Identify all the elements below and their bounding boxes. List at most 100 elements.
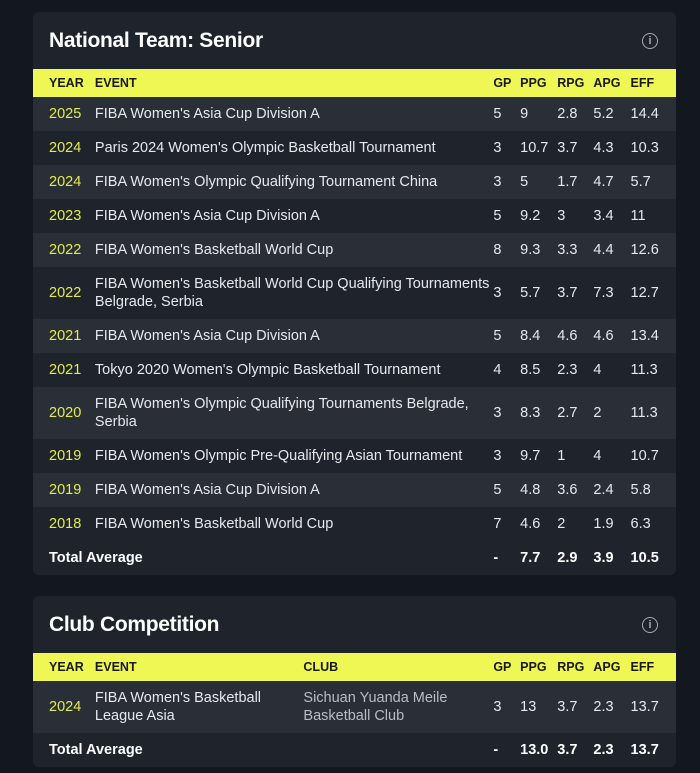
total-apg: 2.3 xyxy=(593,733,631,767)
cell-rpg: 1 xyxy=(557,448,566,464)
cell-gp: 5 xyxy=(493,482,502,498)
cell-eff: 11.3 xyxy=(630,405,658,421)
column-header-apg: APG xyxy=(593,653,631,681)
total-gp: - xyxy=(493,541,521,575)
table-row: 2022 FIBA Women's Basketball World Cup 8 9.… xyxy=(33,233,676,267)
info-icon[interactable]: i xyxy=(642,616,658,633)
column-header-gp: GP xyxy=(493,69,521,97)
total-rpg: 2.9 xyxy=(557,541,594,575)
cell-eff: 13.4 xyxy=(630,328,659,344)
table-row: 2018 FIBA Women's Basketball World Cup 7 4.… xyxy=(33,507,676,541)
cell-year: 2024 xyxy=(49,174,82,190)
info-icon[interactable]: i xyxy=(642,32,658,49)
cell-event: FIBA Women's Asia Cup Division A xyxy=(94,482,320,498)
cell-gp: 5 xyxy=(493,328,502,344)
table-row: 2021 Tokyo 2020 Women's Olympic Basketbal… xyxy=(33,353,676,387)
cell-gp: 3 xyxy=(493,140,502,156)
cell-apg: 7.3 xyxy=(593,285,614,301)
cell-rpg: 1.7 xyxy=(557,174,578,190)
cell-event: FIBA Women's Asia Cup Division A xyxy=(94,328,320,344)
cell-gp: 8 xyxy=(493,242,502,258)
cell-eff: 5.8 xyxy=(630,482,651,498)
cell-event: FIBA Women's Olympic Qualifying Tourname… xyxy=(94,396,469,430)
cell-ppg: 9 xyxy=(520,106,529,122)
cell-year: 2022 xyxy=(49,242,82,258)
cell-ppg: 4.6 xyxy=(520,516,541,532)
cell-year: 2025 xyxy=(49,106,82,122)
cell-rpg: 2.7 xyxy=(557,405,578,421)
cell-gp: 3 xyxy=(493,699,502,715)
cell-eff: 12.6 xyxy=(630,242,659,258)
table-row: 2025 FIBA Women's Asia Cup Division A 5 9 2.… xyxy=(33,97,676,131)
card-title: Club Competition xyxy=(49,612,220,636)
cell-rpg: 3.7 xyxy=(557,699,578,715)
cell-apg: 2.3 xyxy=(593,699,614,715)
cell-event: Tokyo 2020 Women's Olympic Basketball To… xyxy=(94,362,441,378)
cell-ppg: 5 xyxy=(520,174,529,190)
cell-eff: 10.7 xyxy=(630,448,659,464)
cell-ppg: 8.5 xyxy=(520,362,541,378)
column-header-ppg: PPG xyxy=(520,653,558,681)
cell-event: FIBA Women's Olympic Qualifying Tourname… xyxy=(94,174,438,190)
cell-event: Paris 2024 Women's Olympic Basketball To… xyxy=(94,140,436,156)
cell-rpg: 3.6 xyxy=(557,482,578,498)
table-row: 2022 FIBA Women's Basketball World Cup Qu… xyxy=(33,267,676,319)
cell-year: 2021 xyxy=(49,362,82,378)
total-eff: 10.5 xyxy=(630,541,676,575)
cell-gp: 5 xyxy=(493,208,502,224)
cell-event: FIBA Women's Asia Cup Division A xyxy=(94,106,320,122)
cell-apg: 4.7 xyxy=(593,174,614,190)
column-header-club: CLUB xyxy=(303,653,494,681)
national-stats-table: YEAR EVENT GP PPG RPG APG EFF 2025 FIBA Women's… xyxy=(33,69,676,575)
total-ppg: 7.7 xyxy=(520,541,558,575)
cell-apg: 4 xyxy=(593,448,602,464)
cell-eff: 11.3 xyxy=(630,362,658,378)
cell-gp: 3 xyxy=(493,285,502,301)
table-row: 2019 FIBA Women's Olympic Pre-Qualifying … xyxy=(33,439,676,473)
column-header-eff: EFF xyxy=(630,69,676,97)
cell-eff: 10.3 xyxy=(630,140,659,156)
column-header-apg: APG xyxy=(593,69,631,97)
cell-gp: 3 xyxy=(493,405,502,421)
cell-year: 2022 xyxy=(49,285,82,301)
cell-eff: 12.7 xyxy=(630,285,659,301)
cell-eff: 6.3 xyxy=(630,516,651,532)
cell-year: 2019 xyxy=(49,448,82,464)
cell-rpg: 4.6 xyxy=(557,328,578,344)
column-header-year: YEAR xyxy=(33,69,95,97)
cell-ppg: 9.2 xyxy=(520,208,541,224)
national-team-card: National Team: Senior i YEAR EVENT GP PPG RP… xyxy=(33,12,676,575)
card-title: National Team: Senior xyxy=(49,28,263,52)
cell-apg: 4.3 xyxy=(593,140,614,156)
total-average-row: Total Average -7.7 2.9 3.9 10.5 xyxy=(33,541,676,575)
cell-gp: 7 xyxy=(493,516,502,532)
cell-apg: 4.6 xyxy=(593,328,614,344)
total-gp: - xyxy=(493,733,521,767)
cell-event: FIBA Women's Asia Cup Division A xyxy=(94,208,320,224)
cell-year: 2019 xyxy=(49,482,82,498)
cell-year: 2024 xyxy=(49,699,82,715)
column-header-rpg: RPG xyxy=(557,69,594,97)
cell-apg: 2.4 xyxy=(593,482,614,498)
cell-event: FIBA Women's Basketball World Cup xyxy=(94,516,334,532)
cell-ppg: 9.3 xyxy=(520,242,541,258)
cell-ppg: 8.3 xyxy=(520,405,541,421)
cell-ppg: 8.4 xyxy=(520,328,541,344)
cell-rpg: 3 xyxy=(557,208,566,224)
cell-rpg: 2.8 xyxy=(557,106,578,122)
cell-gp: 3 xyxy=(493,448,502,464)
cell-club: Sichuan Yuanda Meile Basketball Club xyxy=(303,690,448,724)
column-header-event: EVENT xyxy=(94,69,494,97)
table-row: 2023 FIBA Women's Asia Cup Division A 5 9.2… xyxy=(33,199,676,233)
cell-eff: 5.7 xyxy=(630,174,651,190)
club-competition-card: Club Competition i YEAR EVENT CLUB GP PPG RPG… xyxy=(33,596,676,767)
cell-apg: 4 xyxy=(593,362,602,378)
cell-apg: 5.2 xyxy=(593,106,614,122)
column-header-eff: EFF xyxy=(630,653,676,681)
total-label: Total Average xyxy=(33,541,494,575)
total-label: Total Average xyxy=(33,733,494,767)
cell-apg: 4.4 xyxy=(593,242,614,258)
cell-apg: 2 xyxy=(593,405,602,421)
table-row: 2024 FIBA Women's Olympic Qualifying Tour… xyxy=(33,165,676,199)
cell-rpg: 3.3 xyxy=(557,242,578,258)
